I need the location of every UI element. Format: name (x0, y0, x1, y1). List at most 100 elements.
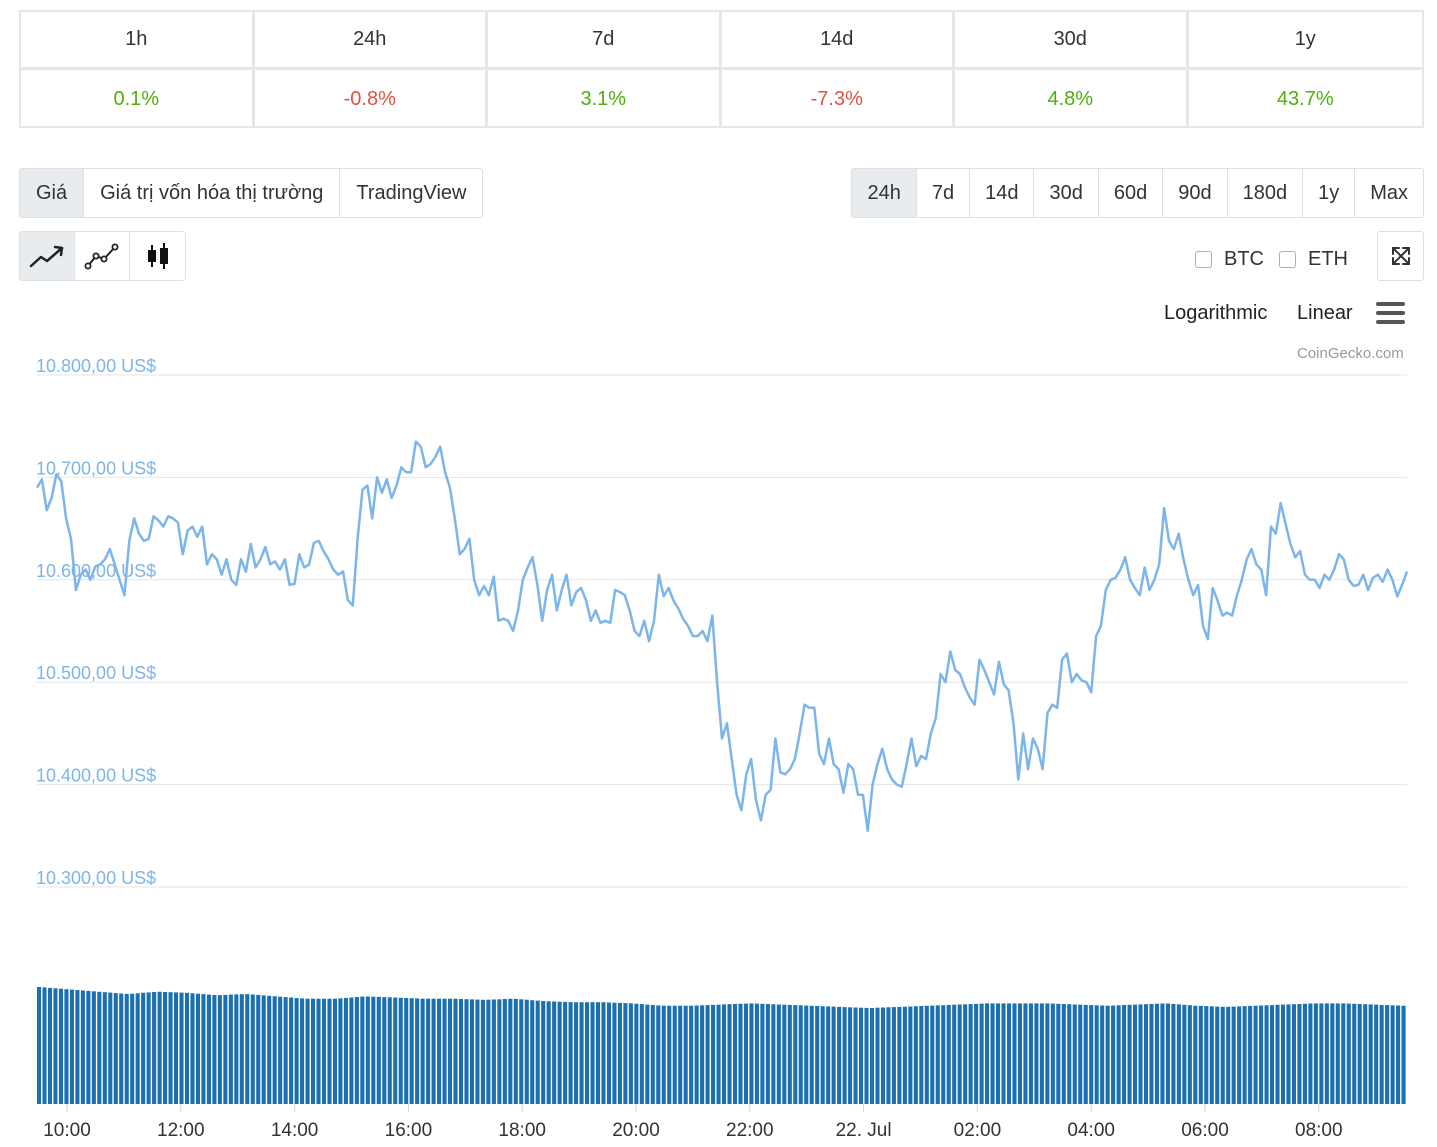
volume-bar (486, 999, 491, 1104)
btc-checkbox[interactable] (1195, 251, 1212, 268)
chart-credits[interactable]: CoinGecko.com (1297, 345, 1404, 362)
range-1y[interactable]: 1y (1303, 169, 1356, 217)
volume-bar (360, 996, 365, 1104)
range-180d[interactable]: 180d (1227, 169, 1304, 217)
range-14d[interactable]: 14d (970, 169, 1035, 217)
x-tick-label: 18:00 (498, 1120, 546, 1141)
volume-bar (1204, 1006, 1209, 1104)
volume-bar (557, 1001, 562, 1104)
line-points-button[interactable] (75, 232, 130, 280)
volume-bar (595, 1002, 601, 1104)
volume-bar (1149, 1004, 1154, 1104)
volume-bar (91, 991, 96, 1104)
volume-bar (1061, 1004, 1066, 1104)
range-max[interactable]: Max (1355, 169, 1423, 217)
volume-bar (1226, 1006, 1231, 1104)
volume-bar (974, 1003, 979, 1104)
volume-bar (294, 998, 299, 1104)
volume-bar (37, 987, 42, 1104)
range-60d[interactable]: 60d (1098, 169, 1164, 217)
volume-bar (278, 996, 283, 1104)
compare-eth[interactable]: ETH (1279, 248, 1348, 271)
logarithmic-toggle[interactable]: Logarithmic (1164, 302, 1268, 324)
volume-bar (1143, 1004, 1149, 1104)
line-chart-button[interactable] (20, 232, 75, 280)
perf-header-24h: 24h (254, 12, 488, 70)
volume-bar (1133, 1004, 1138, 1104)
line-chart-icon (29, 245, 64, 268)
volume-bar (491, 999, 496, 1104)
volume-bar (371, 996, 376, 1104)
candlestick-button[interactable] (130, 232, 185, 280)
volume-bar (864, 1007, 869, 1104)
volume-bar (1039, 1003, 1044, 1104)
x-tick-label: 16:00 (385, 1120, 433, 1141)
range-30d[interactable]: 30d (1034, 169, 1099, 217)
volume-bar (732, 1004, 738, 1104)
volume-bar (524, 999, 529, 1104)
volume-bar (842, 1007, 847, 1104)
volume-bar (1335, 1003, 1340, 1104)
volume-bar (1078, 1004, 1083, 1104)
volume-bar (113, 993, 118, 1104)
range-7d[interactable]: 7d (916, 169, 971, 217)
perf-value-30d: 4.8% (955, 70, 1189, 128)
volume-bar (409, 998, 414, 1104)
volume-bar (891, 1007, 896, 1104)
tab-tradingview[interactable]: TradingView (340, 169, 483, 217)
volume-bar (935, 1005, 940, 1104)
volume-bar (793, 1005, 798, 1104)
volume-bar (349, 997, 354, 1104)
volume-bar (996, 1003, 1001, 1104)
x-tick-label: 20:00 (612, 1120, 660, 1141)
perf-header-30d: 30d (955, 12, 1189, 70)
volume-bar (568, 1002, 573, 1104)
volume-bar (1116, 1005, 1121, 1104)
volume-bar (1220, 1006, 1225, 1104)
tab-price[interactable]: Giá (20, 169, 85, 217)
volume-bar (58, 988, 63, 1104)
volume-bar (853, 1007, 858, 1104)
volume-bar (217, 995, 222, 1104)
volume-bar (1050, 1003, 1055, 1104)
volume-bar (672, 1005, 677, 1104)
volume-bar (195, 993, 200, 1104)
perf-value-24h: -0.8% (255, 70, 488, 128)
volume-bar (1385, 1005, 1390, 1104)
hamburger-menu-icon[interactable] (1376, 302, 1405, 324)
y-tick-label: 10.600,00 US$ (36, 561, 156, 581)
x-tick-label: 06:00 (1181, 1120, 1229, 1141)
volume-bar (387, 997, 392, 1104)
volume-bar (1012, 1003, 1017, 1104)
range-24h[interactable]: 24h (852, 169, 917, 217)
volume-bar (135, 993, 140, 1104)
volume-bar (535, 1000, 540, 1104)
volume-bar (415, 998, 420, 1104)
volume-bar (190, 993, 195, 1104)
volume-bar (831, 1006, 836, 1104)
volume-bar (1308, 1003, 1313, 1104)
x-tick-label: 22:00 (726, 1120, 774, 1141)
tab-market-cap[interactable]: Giá trị vốn hóa thị trường (84, 169, 341, 217)
range-90d[interactable]: 90d (1163, 169, 1228, 217)
volume-bar (645, 1004, 650, 1104)
volume-bar (579, 1002, 584, 1104)
eth-checkbox[interactable] (1279, 251, 1296, 268)
y-tick-label: 10.400,00 US$ (36, 766, 156, 786)
volume-bar (804, 1005, 809, 1104)
volume-bar (431, 998, 436, 1104)
linear-toggle[interactable]: Linear (1297, 302, 1353, 324)
volume-bar (1045, 1003, 1050, 1104)
volume-bar (705, 1005, 710, 1104)
volume-bar (130, 993, 135, 1104)
chart-type-tabs: Giá Giá trị vốn hóa thị trường TradingVi… (19, 168, 484, 218)
expand-button[interactable] (1377, 231, 1424, 281)
compare-btc[interactable]: BTC (1195, 248, 1264, 271)
volume-bar (508, 998, 513, 1104)
volume-bar (245, 994, 250, 1104)
volume-bar (612, 1002, 617, 1104)
volume-bar (228, 994, 233, 1104)
volume-bar (601, 1002, 606, 1104)
chart-style-buttons (19, 231, 186, 281)
volume-bar (617, 1002, 622, 1104)
